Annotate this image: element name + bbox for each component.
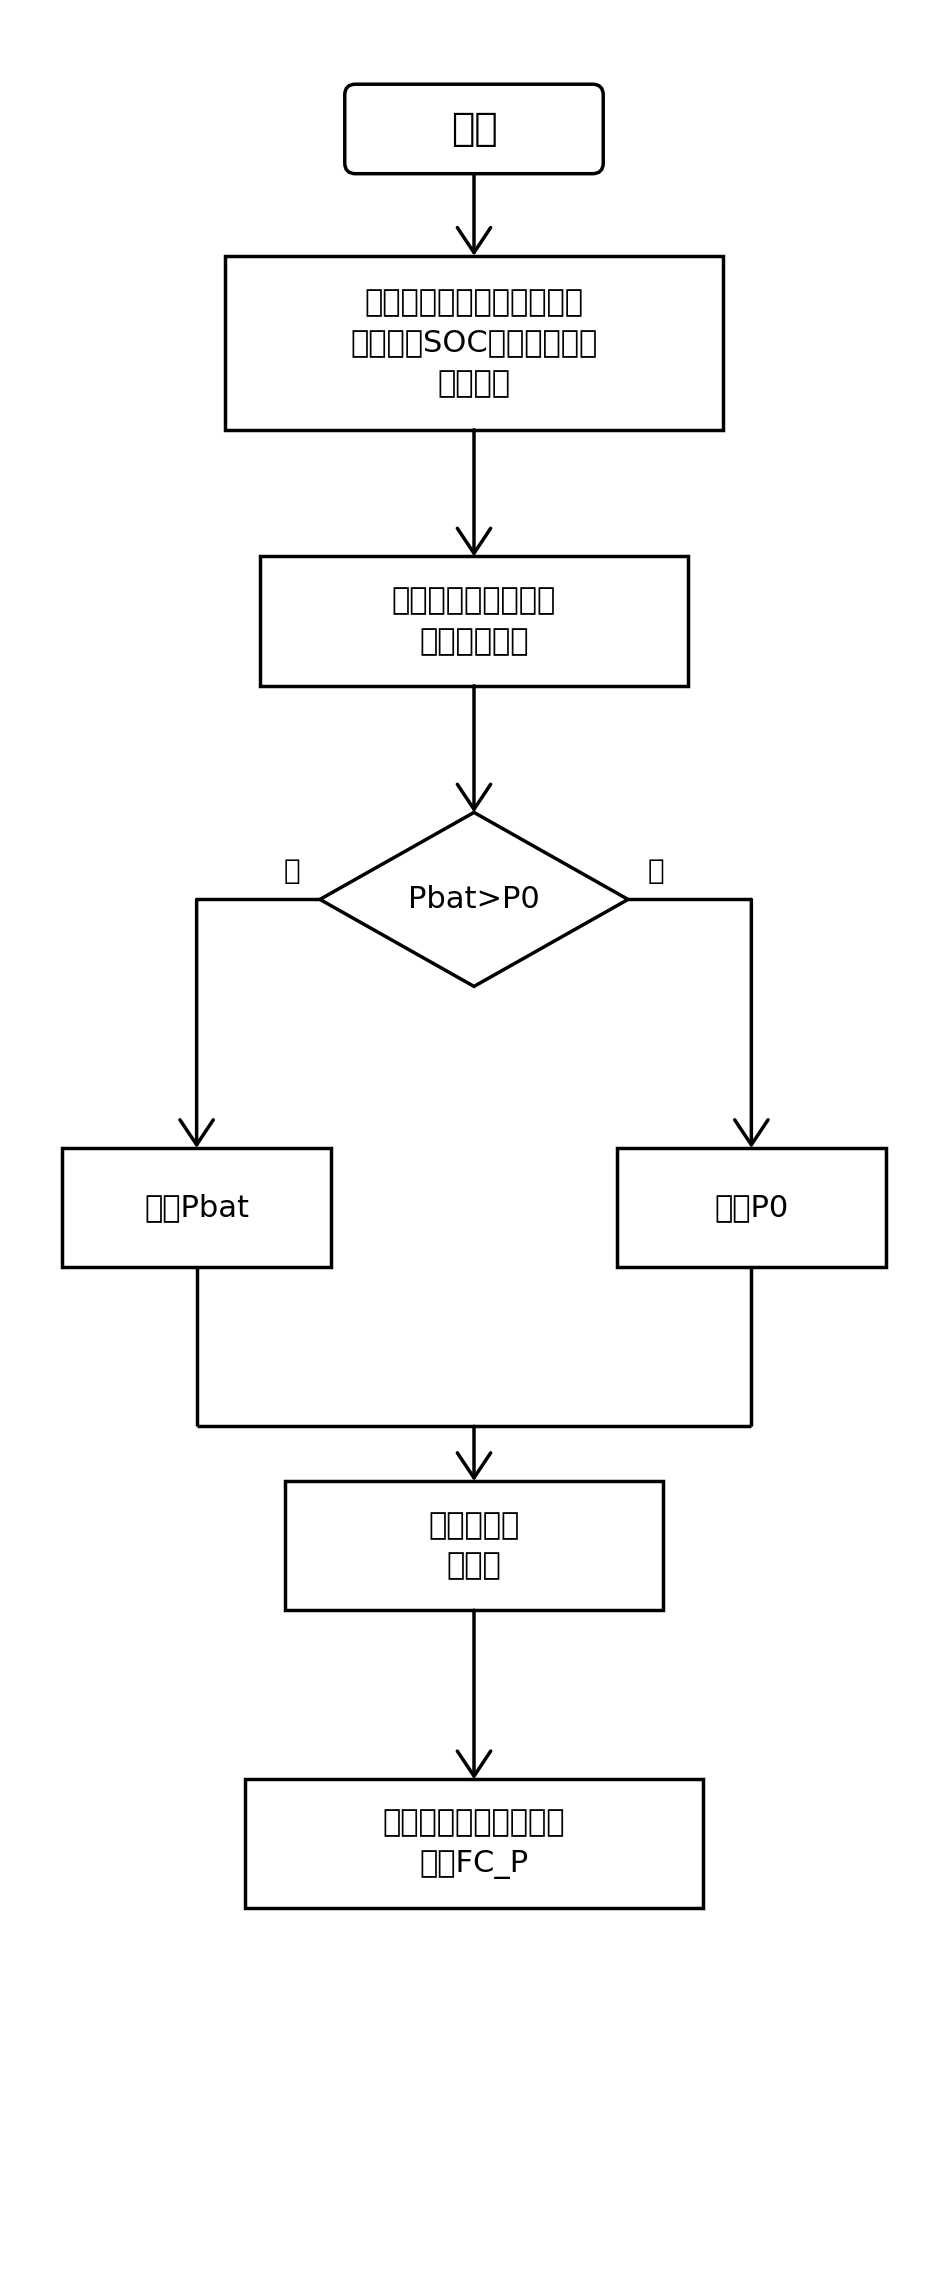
Text: 是: 是 <box>283 857 301 884</box>
Text: Pbat>P0: Pbat>P0 <box>409 884 539 913</box>
Polygon shape <box>319 813 629 986</box>
Text: 输出P0: 输出P0 <box>714 1194 789 1221</box>
Bar <box>261 556 687 686</box>
Text: 对输出值求
最小值: 对输出值求 最小值 <box>428 1510 520 1581</box>
Bar <box>617 1148 885 1267</box>
Text: 否: 否 <box>647 857 665 884</box>
Bar <box>226 255 722 431</box>
Text: 输出Pbat: 输出Pbat <box>144 1194 249 1221</box>
Text: 检测实际整车需求功率及动
力电池的SOC、单体温度和
单体电压: 检测实际整车需求功率及动 力电池的SOC、单体温度和 单体电压 <box>351 287 597 399</box>
FancyBboxPatch shape <box>345 84 603 173</box>
Bar <box>285 1481 663 1611</box>
Text: 计算动力电池允许的
稳态充电功率: 计算动力电池允许的 稳态充电功率 <box>392 585 556 656</box>
Bar <box>63 1148 331 1267</box>
Bar <box>246 1779 702 1909</box>
Text: 得到实际燃料电池需求
功率FC_P: 得到实际燃料电池需求 功率FC_P <box>383 1809 565 1879</box>
Text: 开始: 开始 <box>450 109 498 148</box>
